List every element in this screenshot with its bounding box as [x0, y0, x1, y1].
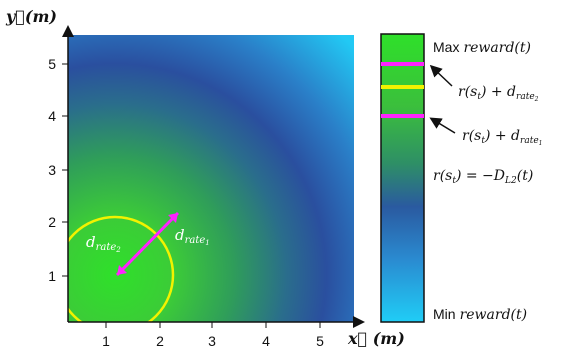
x-axis-label: x⃗ (m): [347, 329, 405, 348]
y-tick-label: 4: [48, 108, 56, 124]
y-tick-label: 3: [48, 162, 56, 178]
rate2-threshold-label: r(st) + drate2: [458, 84, 539, 103]
yellow-threshold-arc: [68, 215, 175, 322]
magenta-arrow: [115, 211, 180, 277]
x-tick-label: 2: [156, 333, 164, 349]
x-tick-label: 4: [262, 333, 270, 349]
y-tick-label: 1: [48, 268, 56, 284]
y-tick-label: 5: [48, 56, 56, 72]
d-rate2-label: drate2: [86, 233, 121, 254]
x-tick-label: 1: [102, 333, 110, 349]
x-ticks: [105, 322, 321, 328]
pointer-arrow-rate1: [429, 117, 456, 134]
magenta-arrowhead-end: [168, 213, 178, 223]
magenta-arrowhead-start: [117, 265, 127, 275]
x-tick-label: 5: [316, 333, 324, 349]
y-axis-label: y⃗(m): [5, 7, 57, 26]
colorbar: [380, 33, 425, 323]
d-rate1-label: drate1: [175, 226, 210, 247]
pointer-arrow-rate2: [429, 64, 453, 87]
min-reward-label: Min reward(t): [433, 306, 527, 323]
l2-distance-label: r(st) = −DL2(t): [433, 168, 533, 186]
y-ticks: [62, 63, 68, 277]
max-reward-label: Max reward(t): [433, 39, 531, 56]
x-tick-label: 3: [208, 333, 216, 349]
reward-field: [68, 35, 354, 322]
rate1-threshold-label: r(st) + drate1: [462, 128, 542, 147]
y-tick-label: 2: [48, 214, 56, 230]
